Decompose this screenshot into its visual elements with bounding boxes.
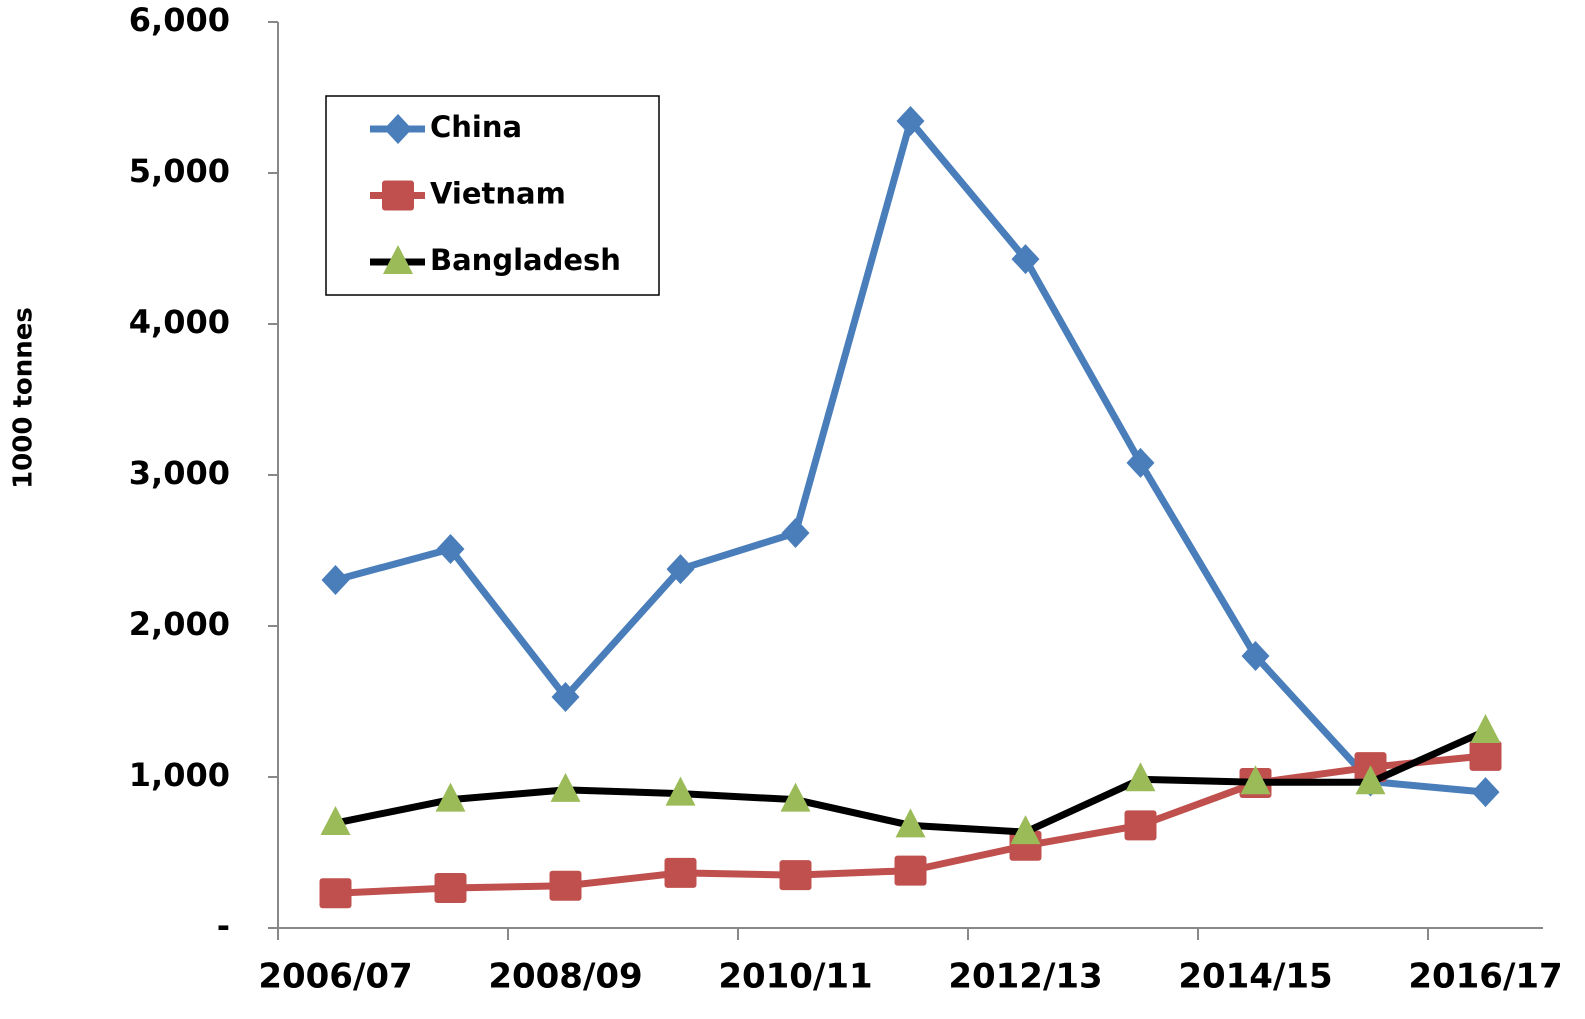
marker xyxy=(664,857,697,888)
series xyxy=(320,713,1501,845)
legend-label: China xyxy=(430,110,522,144)
y-axis-label: 1000 tonnes xyxy=(9,307,39,489)
y-tick-label: 2,000 xyxy=(129,605,230,643)
x-tick-label: 2014/15 xyxy=(1178,957,1332,997)
marker xyxy=(319,878,352,909)
marker xyxy=(435,782,466,812)
y-tick-label: 5,000 xyxy=(129,152,230,190)
legend: China Vietnam Bangladesh xyxy=(325,95,660,296)
marker xyxy=(1240,765,1271,795)
marker xyxy=(1469,740,1502,771)
y-tick-label: - xyxy=(217,907,230,945)
x-tick-label: 2006/07 xyxy=(258,957,412,997)
marker xyxy=(780,782,811,812)
marker xyxy=(1241,641,1270,672)
marker xyxy=(320,806,351,836)
marker xyxy=(665,776,696,806)
marker xyxy=(1471,777,1500,808)
x-tick-label: 2016/17 xyxy=(1408,957,1562,997)
legend-label: Vietnam xyxy=(430,177,566,211)
marker xyxy=(550,772,581,802)
marker xyxy=(1126,447,1155,478)
y-tick-label: 4,000 xyxy=(129,303,230,341)
marker xyxy=(1010,815,1041,845)
marker xyxy=(1124,810,1157,841)
x-tick-label: 2010/11 xyxy=(718,957,872,997)
series xyxy=(321,106,1500,808)
marker xyxy=(434,872,467,903)
marker xyxy=(383,245,413,274)
x-tick-label: 2008/09 xyxy=(488,957,642,997)
y-tick-label: 3,000 xyxy=(129,454,230,492)
marker xyxy=(382,180,414,211)
x-tick-label: 2012/13 xyxy=(948,957,1102,997)
marker xyxy=(549,870,582,901)
y-tick-label: 6,000 xyxy=(129,1,230,39)
marker xyxy=(779,860,812,891)
marker xyxy=(1125,762,1156,792)
marker xyxy=(436,533,465,564)
marker xyxy=(1011,244,1040,275)
marker xyxy=(1470,713,1501,743)
marker xyxy=(894,855,927,886)
marker xyxy=(896,106,925,137)
marker xyxy=(1355,765,1386,795)
marker xyxy=(384,114,412,144)
marker xyxy=(666,554,695,585)
marker xyxy=(551,681,580,712)
marker xyxy=(895,808,926,838)
y-tick-label: 1,000 xyxy=(129,756,230,794)
marker xyxy=(321,564,350,595)
marker xyxy=(781,517,810,548)
legend-label: Bangladesh xyxy=(430,243,621,277)
